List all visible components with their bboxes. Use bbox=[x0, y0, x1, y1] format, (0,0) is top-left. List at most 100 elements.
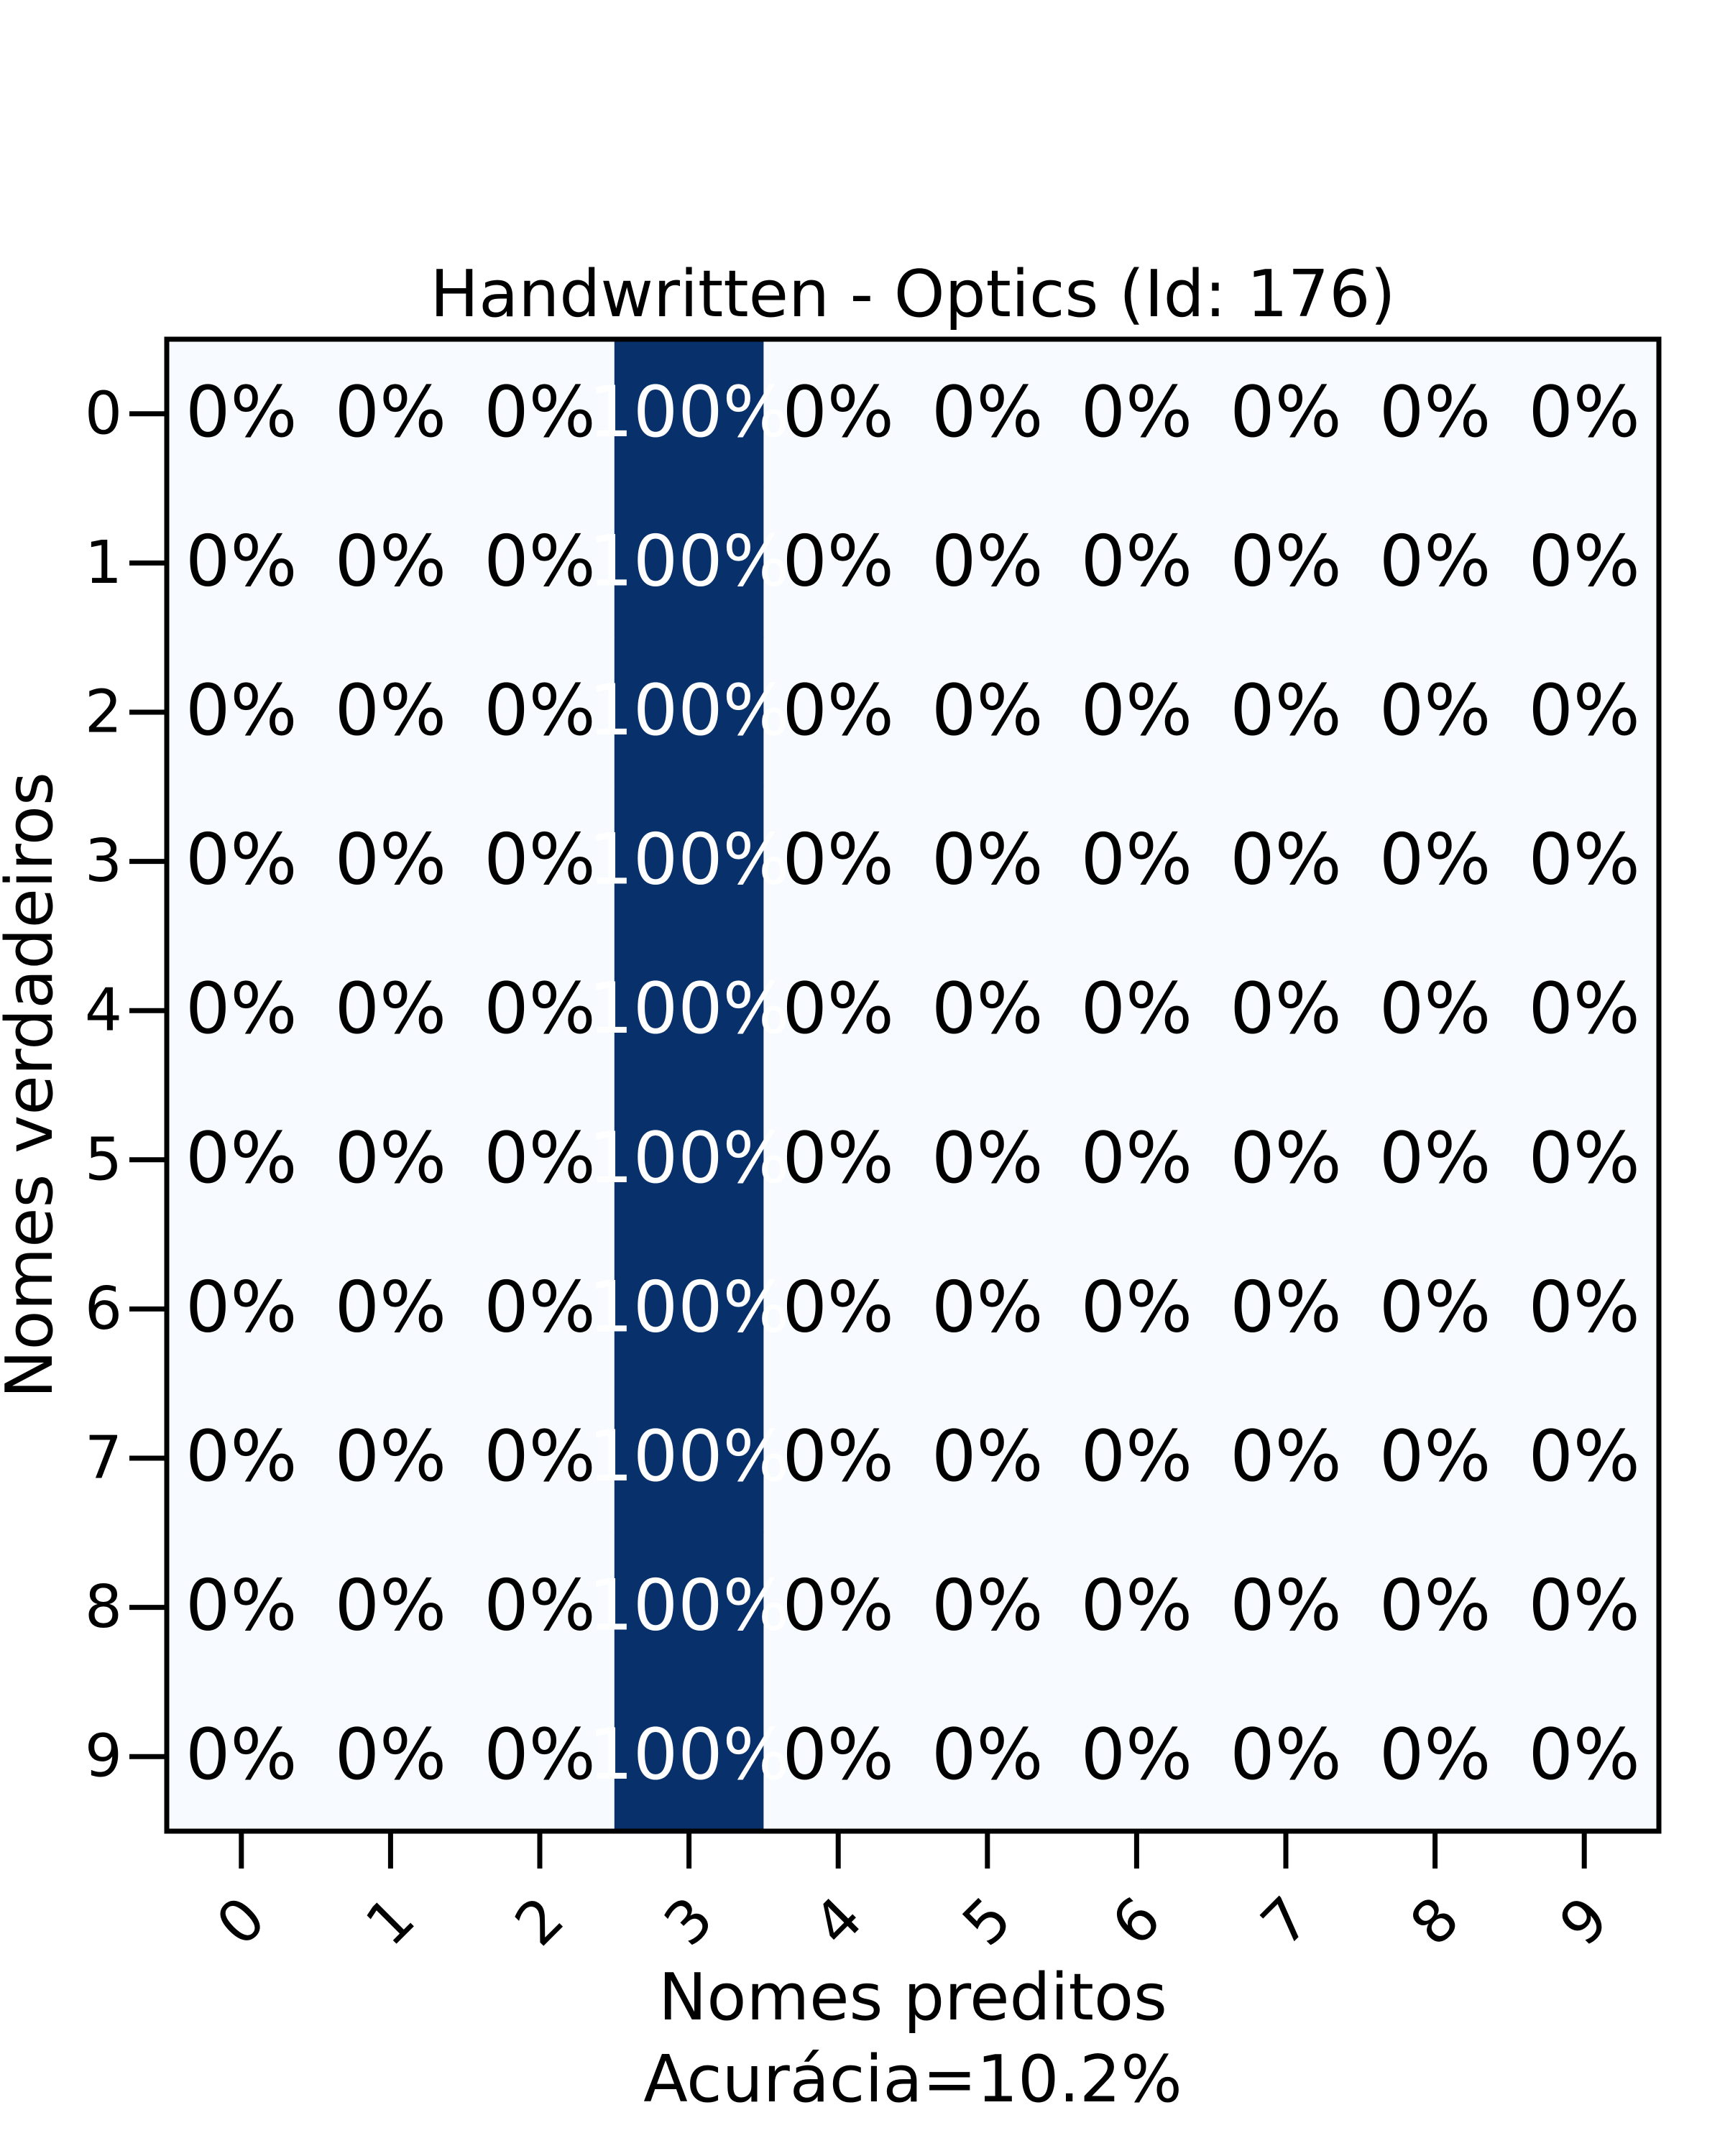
cell-value-label: 0% bbox=[1081, 1416, 1192, 1498]
cell-value-label: 0% bbox=[1379, 1266, 1491, 1348]
heatmap-cell bbox=[1509, 786, 1660, 936]
heatmap-cell bbox=[167, 488, 317, 638]
heatmap-cell bbox=[763, 1383, 914, 1534]
heatmap-cell bbox=[1062, 786, 1212, 936]
cell-value-label: 0% bbox=[1379, 968, 1491, 1050]
x-tick-label: 0 bbox=[204, 1884, 279, 1959]
cell-value-label: 100% bbox=[589, 520, 790, 602]
cell-value-label: 0% bbox=[782, 1714, 893, 1796]
plot-frame bbox=[164, 336, 1662, 1834]
cell-value-label: 0% bbox=[782, 1118, 893, 1199]
heatmap-cell bbox=[316, 637, 466, 788]
cell-value-label: 0% bbox=[1528, 968, 1639, 1050]
cell-value-label: 0% bbox=[1081, 670, 1192, 752]
cell-value-label: 0% bbox=[335, 372, 446, 453]
heatmap-cell bbox=[1360, 1383, 1510, 1534]
cell-value-label: 0% bbox=[335, 1565, 446, 1647]
heatmap-cell bbox=[316, 1682, 466, 1832]
cell-value-label: 0% bbox=[932, 1416, 1043, 1498]
x-tick-label: 2 bbox=[502, 1884, 577, 1959]
x-axis-label: Nomes preditos bbox=[658, 1960, 1167, 2035]
heatmap-cell bbox=[1062, 488, 1212, 638]
heatmap-cell bbox=[614, 786, 764, 936]
cell-value-label: 0% bbox=[1379, 1118, 1491, 1199]
y-tick-label: 8 bbox=[85, 1573, 122, 1641]
heatmap-cell bbox=[167, 1532, 317, 1682]
cell-value-label: 0% bbox=[782, 1416, 893, 1498]
heatmap-cell bbox=[1062, 1085, 1212, 1235]
cell-value-label: 0% bbox=[932, 968, 1043, 1050]
heatmap-cell bbox=[465, 1085, 615, 1235]
heatmap-cell bbox=[465, 1532, 615, 1682]
heatmap-cell bbox=[614, 1234, 764, 1384]
cell-value-label: 0% bbox=[932, 1118, 1043, 1199]
y-tick-label: 1 bbox=[85, 529, 122, 597]
heatmap-cell bbox=[465, 339, 615, 489]
cell-value-label: 0% bbox=[335, 1714, 446, 1796]
cell-value-label: 0% bbox=[185, 372, 297, 453]
heatmap-cell bbox=[913, 1383, 1063, 1534]
heatmap-cell bbox=[913, 1234, 1063, 1384]
cell-value-label: 0% bbox=[484, 520, 595, 602]
heatmap-cell bbox=[1211, 339, 1361, 489]
heatmap-cell bbox=[316, 1532, 466, 1682]
cell-value-label: 0% bbox=[1528, 1416, 1639, 1498]
heatmap-cell bbox=[1509, 1682, 1660, 1832]
cell-value-label: 100% bbox=[589, 1714, 790, 1796]
cell-value-label: 0% bbox=[932, 670, 1043, 752]
heatmap-cell bbox=[614, 339, 764, 489]
cell-value-label: 0% bbox=[1081, 1118, 1192, 1199]
cell-value-label: 0% bbox=[335, 819, 446, 901]
heatmap-cell bbox=[913, 637, 1063, 788]
heatmap-cell bbox=[316, 1234, 466, 1384]
x-tick-label: 1 bbox=[353, 1884, 428, 1959]
cell-value-label: 0% bbox=[782, 372, 893, 453]
x-tick-label: 5 bbox=[950, 1884, 1025, 1959]
cell-value-label: 0% bbox=[1528, 372, 1639, 453]
heatmap-cell bbox=[465, 936, 615, 1086]
heatmap-cell bbox=[1509, 1234, 1660, 1384]
y-tick-label: 6 bbox=[85, 1275, 122, 1343]
cell-value-label: 100% bbox=[589, 1416, 790, 1498]
heatmap-cell bbox=[1509, 1085, 1660, 1235]
heatmap-cell bbox=[1509, 637, 1660, 788]
cell-value-label: 0% bbox=[1379, 520, 1491, 602]
cell-value-label: 0% bbox=[932, 520, 1043, 602]
cell-value-label: 0% bbox=[1230, 670, 1341, 752]
heatmap-cell bbox=[465, 786, 615, 936]
heatmap-cell bbox=[1211, 936, 1361, 1086]
cell-value-label: 0% bbox=[782, 520, 893, 602]
heatmap-cell bbox=[1360, 1085, 1510, 1235]
heatmap-cell bbox=[167, 637, 317, 788]
cell-value-label: 0% bbox=[185, 819, 297, 901]
heatmap-cell bbox=[1360, 786, 1510, 936]
y-tick-label: 0 bbox=[85, 379, 122, 448]
heatmap-cell bbox=[913, 786, 1063, 936]
cell-value-label: 100% bbox=[589, 1565, 790, 1647]
cell-value-label: 0% bbox=[1379, 1416, 1491, 1498]
cell-value-label: 0% bbox=[335, 968, 446, 1050]
cell-value-label: 0% bbox=[1081, 968, 1192, 1050]
heatmap-cell bbox=[167, 786, 317, 936]
x-tick-label: 8 bbox=[1398, 1884, 1473, 1959]
cell-value-label: 0% bbox=[1230, 1714, 1341, 1796]
cell-value-label: 0% bbox=[484, 819, 595, 901]
cell-value-label: 0% bbox=[1081, 1266, 1192, 1348]
cell-value-label: 0% bbox=[484, 1416, 595, 1498]
heatmap-cell bbox=[763, 1532, 914, 1682]
cell-value-label: 0% bbox=[1081, 372, 1192, 453]
cell-value-label: 0% bbox=[1230, 1416, 1341, 1498]
heatmap-cell bbox=[763, 1085, 914, 1235]
heatmap-cell bbox=[1211, 1234, 1361, 1384]
cell-value-label: 0% bbox=[1081, 520, 1192, 602]
y-tick-label: 4 bbox=[85, 977, 122, 1045]
cell-value-label: 0% bbox=[185, 520, 297, 602]
cell-value-label: 0% bbox=[1081, 819, 1192, 901]
cell-value-label: 100% bbox=[589, 670, 790, 752]
cell-value-label: 0% bbox=[1230, 520, 1341, 602]
heatmap-cell bbox=[1062, 1383, 1212, 1534]
y-tick-label: 5 bbox=[85, 1125, 122, 1194]
heatmap-cell bbox=[316, 488, 466, 638]
heatmap-cell bbox=[1062, 1682, 1212, 1832]
